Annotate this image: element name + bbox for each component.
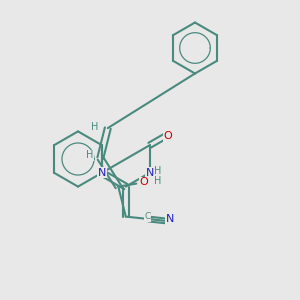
Text: H: H bbox=[86, 150, 94, 160]
Text: H: H bbox=[91, 122, 98, 132]
Text: N: N bbox=[166, 214, 174, 224]
Text: O: O bbox=[140, 177, 148, 187]
Text: C: C bbox=[145, 212, 151, 221]
Text: H: H bbox=[154, 166, 162, 176]
Text: H: H bbox=[154, 176, 161, 186]
Text: N: N bbox=[98, 168, 106, 178]
Text: O: O bbox=[164, 131, 172, 141]
Text: N: N bbox=[146, 168, 154, 178]
